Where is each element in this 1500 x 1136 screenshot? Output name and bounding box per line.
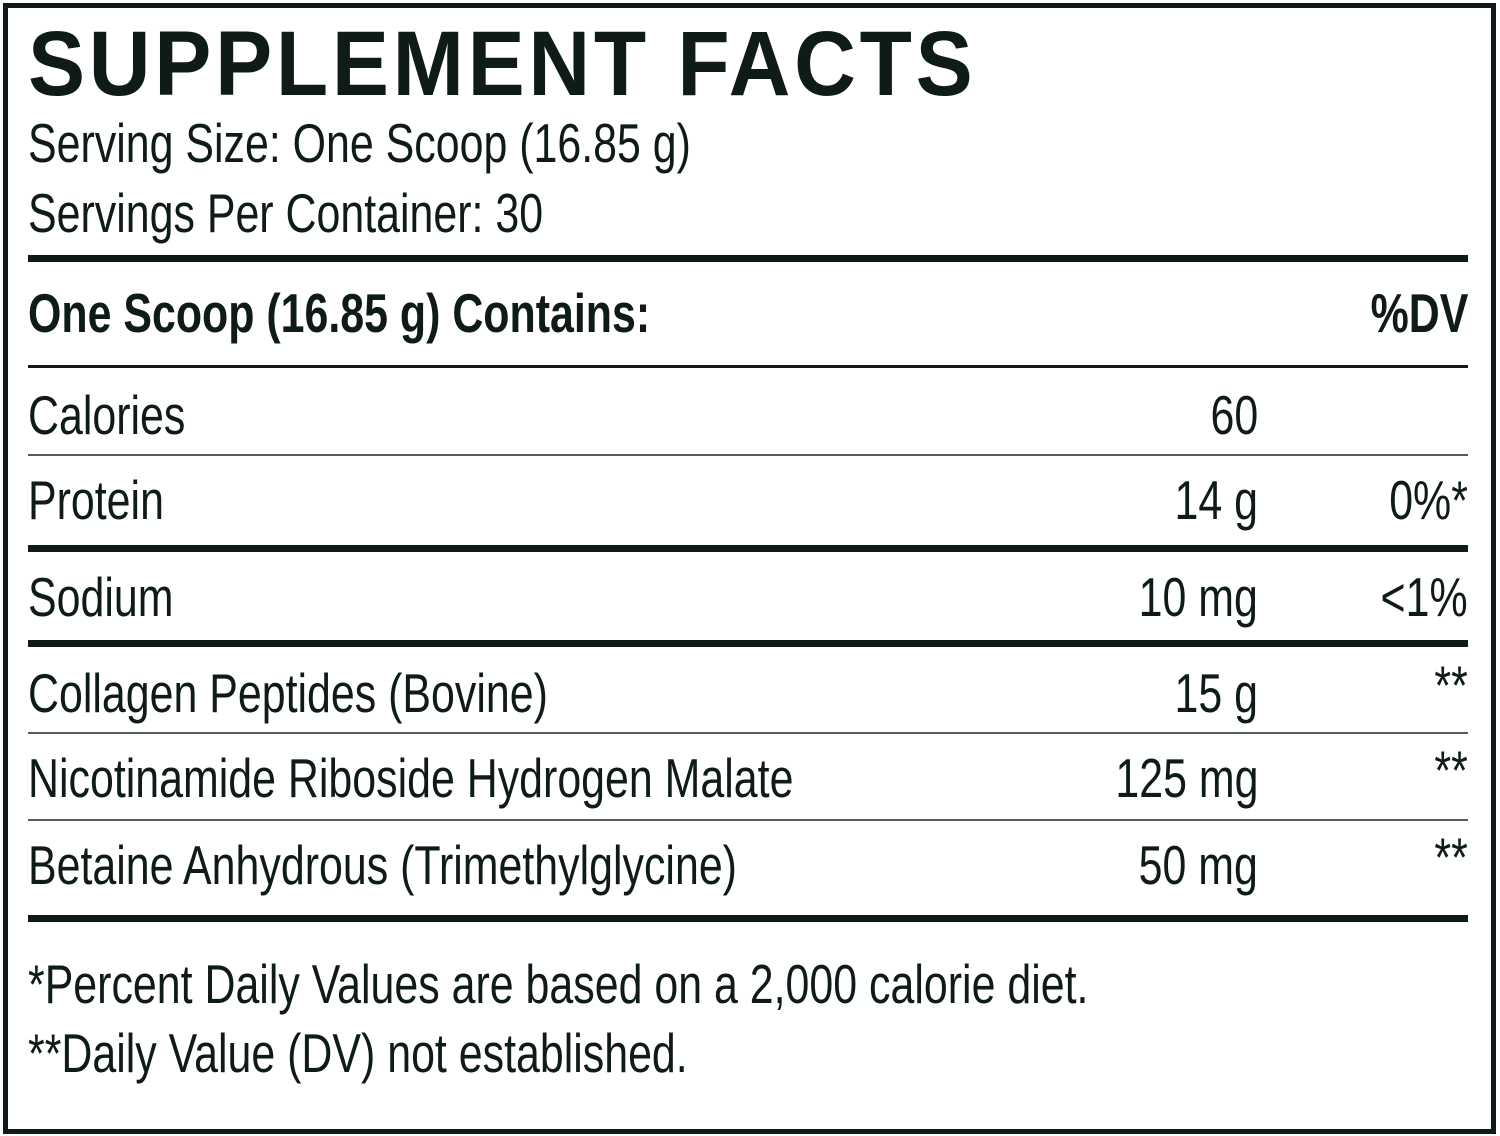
divider [28, 640, 1468, 647]
divider [28, 819, 1468, 821]
row-name: Calories [28, 384, 186, 446]
row-amount: 15 g [1174, 662, 1258, 724]
row-dv: ** [1434, 739, 1468, 801]
servings-per-container: Servings Per Container: 30 [28, 182, 544, 244]
row-name: Nicotinamide Riboside Hydrogen Malate [28, 747, 794, 809]
label-title: SUPPLEMENT FACTS [28, 13, 977, 115]
contains-header: One Scoop (16.85 g) Contains: [28, 282, 651, 344]
row-dv: ** [1434, 826, 1468, 888]
row-name: Protein [28, 469, 164, 531]
row-dv: <1% [1380, 566, 1468, 628]
footnote-dv: *Percent Daily Values are based on a 2,0… [28, 953, 1089, 1015]
row-dv: ** [1434, 654, 1468, 716]
row-amount: 14 g [1174, 469, 1258, 531]
row-amount: 125 mg [1114, 747, 1258, 809]
divider [28, 732, 1468, 734]
divider [28, 545, 1468, 552]
row-amount: 50 mg [1138, 834, 1258, 896]
serving-size: Serving Size: One Scoop (16.85 g) [28, 112, 691, 174]
row-name: Sodium [28, 566, 174, 628]
dv-header: %DV [1370, 282, 1468, 344]
row-amount: 60 [1210, 384, 1258, 446]
footnote-not-established: **Daily Value (DV) not established. [28, 1022, 688, 1084]
row-dv: 0%* [1389, 469, 1468, 531]
row-name: Betaine Anhydrous (Trimethylglycine) [28, 834, 737, 896]
label-border [3, 3, 1496, 1134]
row-amount: 10 mg [1138, 566, 1258, 628]
divider [28, 454, 1468, 456]
divider [28, 255, 1468, 262]
divider [28, 915, 1468, 922]
divider [28, 365, 1468, 368]
row-name: Collagen Peptides (Bovine) [28, 662, 548, 724]
